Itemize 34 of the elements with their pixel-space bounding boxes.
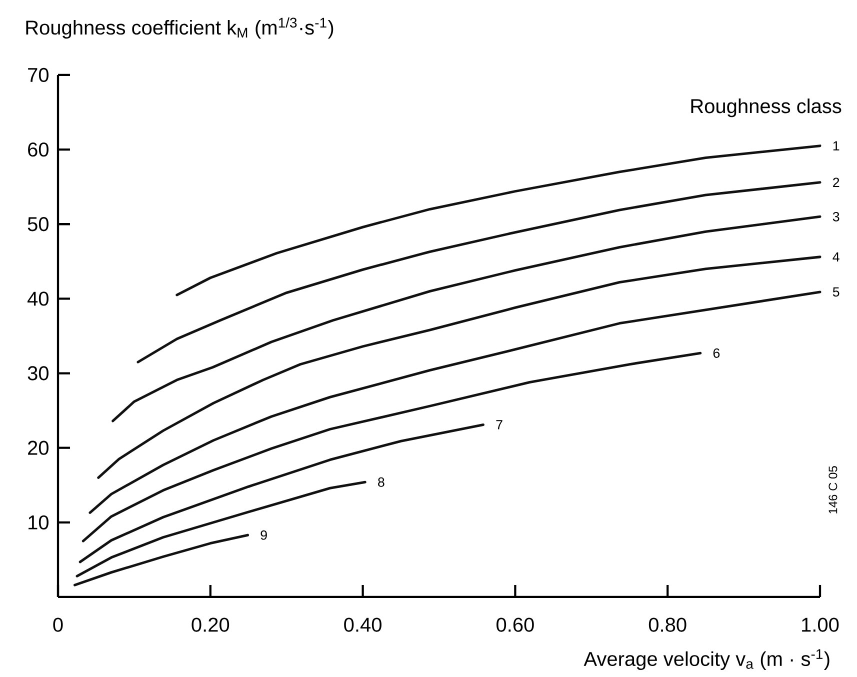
y-tick-label: 50 bbox=[28, 217, 48, 232]
series-label: 6 bbox=[713, 348, 720, 358]
series-label: 4 bbox=[832, 252, 840, 262]
series-label: 8 bbox=[378, 477, 384, 487]
line-series bbox=[78, 423, 484, 564]
line-series bbox=[88, 290, 822, 514]
x-tick-label: 0.40 bbox=[344, 618, 382, 632]
series-label: 1 bbox=[833, 141, 840, 150]
series-label: 9 bbox=[260, 530, 267, 540]
y-tick-label: 10 bbox=[28, 515, 48, 530]
x-tick-label: 0 bbox=[53, 618, 63, 632]
y-tick-label: 70 bbox=[28, 68, 48, 82]
x-tick-label: 1.00 bbox=[802, 618, 839, 632]
line-series bbox=[176, 144, 822, 296]
line-series bbox=[74, 534, 250, 586]
line-series bbox=[136, 181, 822, 364]
x-tick-label: 0.60 bbox=[496, 618, 534, 632]
series-label: 7 bbox=[496, 420, 502, 430]
legend-title: Roughness class bbox=[691, 98, 842, 118]
y-tick-label: 30 bbox=[28, 366, 48, 380]
text: 146 C 05 bbox=[828, 466, 838, 514]
line-series bbox=[97, 256, 822, 479]
x-axis-title: Average velocity v$_{a}$ (m · s$^{-1}$) bbox=[584, 649, 830, 670]
y-tick-label: 20 bbox=[28, 440, 48, 455]
series-label: 3 bbox=[832, 212, 840, 222]
x-tick-label: 0.20 bbox=[192, 618, 230, 632]
line-series bbox=[76, 480, 366, 578]
x-tick-label: 0.80 bbox=[648, 618, 686, 632]
y-tick-label: 60 bbox=[28, 142, 48, 157]
y-tick-label: 40 bbox=[28, 292, 48, 306]
series-label: 5 bbox=[832, 287, 840, 297]
y-axis-title: Roughness coefficient k$_{M}$ (m$^{1/3}$·s$^{-1}$) bbox=[26, 17, 334, 39]
series-label: 2 bbox=[833, 178, 840, 188]
line-series bbox=[82, 352, 702, 542]
